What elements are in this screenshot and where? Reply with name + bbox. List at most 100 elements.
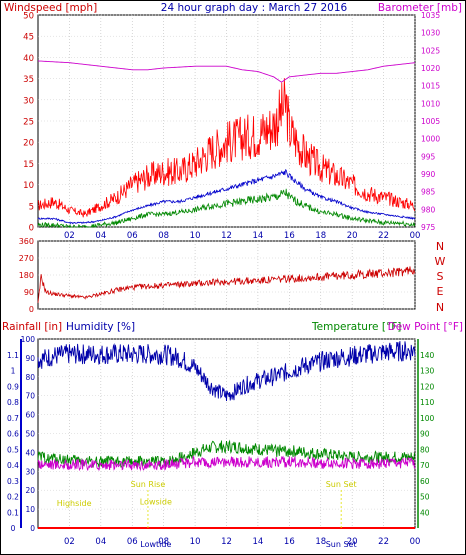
- temperature-ytick-label: 70: [420, 461, 430, 470]
- chart-title: 24 hour graph day : March 27 2016: [161, 2, 348, 14]
- wind-xtick-label: 04: [95, 231, 106, 241]
- temperature-ytick-label: 40: [420, 508, 430, 517]
- rain-xtick-label: 02: [64, 537, 75, 547]
- compass-label-s: S: [437, 270, 444, 283]
- rainfall-ytick-label: 0.3: [7, 477, 19, 486]
- average-wind-line: [37, 188, 416, 229]
- wind-xtick-label: 00: [410, 231, 421, 241]
- humidity-ytick-label: 30: [25, 467, 35, 476]
- wind-ytick-label: 25: [23, 118, 34, 128]
- tide-sun-annotations: Highside Sun Rise Lowside Sun Set Lowtide Sun…: [57, 480, 357, 549]
- rain-xtick-label: 04: [95, 537, 106, 547]
- rainfall-ytick-label: 0.6: [7, 430, 19, 439]
- wind-xtick-label: 14: [253, 231, 264, 241]
- wind-ytick-label: 30: [23, 96, 34, 106]
- wind-ytick-label: 40: [23, 54, 34, 64]
- series-lines: [37, 60, 416, 529]
- wind-ytick-label: 5: [29, 202, 34, 212]
- direction-ytick-label: 270: [19, 254, 34, 263]
- rain-xtick-label: 06: [127, 537, 138, 547]
- rain-xtick-label: 22: [378, 537, 389, 547]
- wind-gust-line: [37, 78, 416, 218]
- wind-ytick-label: 10: [23, 181, 34, 191]
- barometer-ytick-label: 1030: [421, 29, 440, 38]
- compass-label-e: E: [437, 285, 444, 298]
- annotation-label: Lowside: [140, 497, 172, 506]
- humidity-axis-title: Humidity [%]: [66, 321, 135, 333]
- temperature-ytick-label: 130: [420, 367, 435, 376]
- wind-xtick-label: 16: [284, 231, 295, 241]
- wind-xtick-label: 18: [315, 231, 326, 241]
- direction-ytick-label: 0: [29, 305, 34, 314]
- humidity-ytick-label: 70: [25, 392, 35, 401]
- rainfall-ytick-label: 0: [11, 524, 16, 533]
- temperature-ytick-label: 90: [420, 430, 430, 439]
- wind-ytick-label: 50: [23, 12, 34, 22]
- humidity-ytick-label: 60: [25, 411, 35, 420]
- humidity-ytick-label: 0: [30, 524, 35, 533]
- rain-xtick-label: 08: [158, 537, 169, 547]
- rain-xtick-label: 12: [221, 537, 232, 547]
- annotation-label: Sun Set: [326, 480, 357, 489]
- wind-xtick-label: 20: [347, 231, 358, 241]
- barometer-ytick-label: 995: [421, 152, 436, 161]
- barometer-ytick-label: 980: [421, 205, 436, 214]
- rain-xtick-label: 18: [315, 537, 326, 547]
- wind-speed-line: [37, 169, 416, 225]
- barometer-ytick-label: 985: [421, 188, 436, 197]
- rainfall-axis-title: Rainfall [in]: [2, 321, 62, 333]
- wind-xtick-label: 06: [127, 231, 138, 241]
- barometer-ytick-label: 1010: [421, 99, 440, 108]
- annotation-label: Lowtide: [140, 540, 171, 549]
- wind-ytick-label: 45: [23, 33, 34, 43]
- rainfall-ytick-label: 0.1: [7, 508, 19, 517]
- compass-label-n-top: N: [436, 240, 444, 253]
- wind-axis-title: Windspeed [mph]: [4, 2, 97, 14]
- humidity-ytick-label: 40: [25, 448, 35, 457]
- tick-labels: 0510152025303540455097598098599099510001…: [7, 11, 440, 547]
- compass-label-n-bottom: N: [436, 301, 444, 314]
- barometer-ytick-label: 990: [421, 170, 436, 179]
- wind-direction-line: [37, 266, 416, 303]
- barometer-ytick-label: 1000: [421, 135, 440, 144]
- temperature-ytick-label: 50: [420, 493, 430, 502]
- humidity-ytick-label: 50: [25, 430, 35, 439]
- wind-xtick-label: 02: [64, 231, 75, 241]
- rainfall-ytick-label: 0.9: [7, 382, 19, 391]
- barometer-ytick-label: 1035: [421, 11, 440, 20]
- rain-xtick-label: 10: [190, 537, 201, 547]
- rainfall-ytick-label: 0.8: [7, 398, 19, 407]
- temperature-ytick-label: 80: [420, 445, 430, 454]
- barometer-ytick-label: 1025: [421, 46, 440, 55]
- rainfall-ytick-label: 0.7: [7, 414, 19, 423]
- rain-xtick-label: 00: [410, 537, 421, 547]
- rain-xtick-label: 20: [347, 537, 358, 547]
- barometer-line: [37, 60, 416, 83]
- wind-ytick-label: 15: [23, 160, 34, 170]
- barometer-ytick-label: 1005: [421, 117, 440, 126]
- rain-xtick-label: 14: [253, 537, 264, 547]
- wind-ytick-label: 20: [23, 139, 34, 149]
- wind-xtick-label: 10: [190, 231, 201, 241]
- barometer-ytick-label: 1020: [421, 64, 440, 73]
- barometer-ytick-label: 975: [421, 223, 436, 232]
- annotation-label: Sun Rise: [131, 480, 166, 489]
- humidity-ytick-label: 90: [25, 354, 35, 363]
- barometer-ytick-label: 1015: [421, 82, 440, 91]
- humidity-line: [37, 341, 416, 401]
- temperature-ytick-label: 110: [420, 398, 435, 407]
- wind-xtick-label: 08: [158, 231, 169, 241]
- humidity-ytick-label: 80: [25, 373, 35, 382]
- grid-lines: [20, 14, 419, 529]
- temperature-ytick-label: 100: [420, 414, 435, 423]
- rain-xtick-label: 16: [284, 537, 295, 547]
- rainfall-ytick-label: 0.5: [7, 445, 19, 454]
- humidity-ytick-label: 20: [25, 486, 35, 495]
- temperature-axis-title: Temperature [°F]: [311, 321, 401, 333]
- wind-xtick-label: 22: [378, 231, 389, 241]
- direction-ytick-label: 180: [19, 271, 34, 280]
- temperature-ytick-label: 60: [420, 477, 430, 486]
- barometer-axis-title: Barometer [mb]: [378, 2, 462, 14]
- annotation-label: Highside: [57, 499, 92, 508]
